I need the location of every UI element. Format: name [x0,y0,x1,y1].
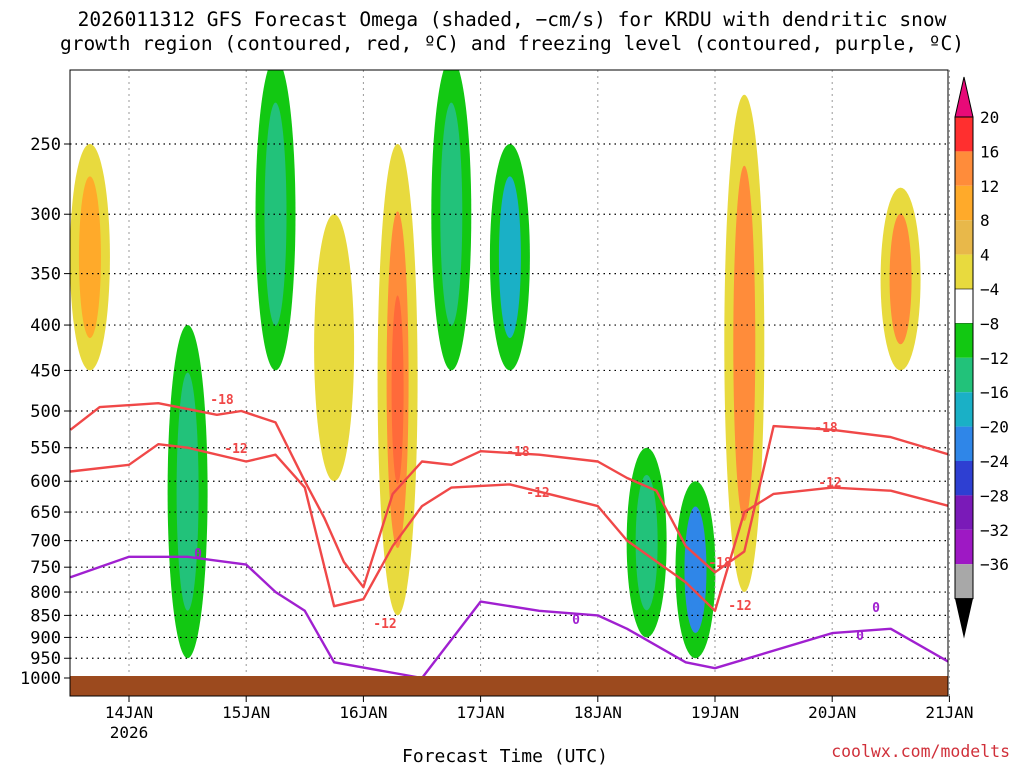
y-tick-label: 300 [30,205,61,225]
y-tick-label: 1000 [20,669,61,689]
colorbar-label: −12 [980,349,1009,368]
colorbar-label: −28 [980,486,1009,505]
site-credit: coolwx.com/modelts [831,742,1010,761]
y-tick-label: 250 [30,135,61,155]
y-tick-label: 900 [30,628,61,648]
colorbar-swatch [954,288,974,324]
y-tick-label: 700 [30,532,61,552]
colorbar-swatch [955,392,973,427]
colorbar-swatch [955,495,973,530]
colorbar-label: −8 [980,314,999,333]
contour-label: 0 [194,547,202,562]
colorbar-label: −32 [980,521,1009,540]
colorbar-label: −24 [980,452,1009,471]
y-tick-label: 650 [30,503,61,523]
y-tick-label: 850 [30,606,61,626]
y-tick-label: 550 [30,439,61,459]
colorbar-label: 16 [980,142,999,161]
omega-region-core [78,176,101,339]
x-axis-title: Forecast Time (UTC) [402,746,608,767]
colorbar-top-arrow [954,76,974,118]
colorbar-swatch [955,185,973,221]
y-tick-label: 400 [30,316,61,336]
x-tick-label: 17JAN [457,703,505,722]
colorbar-swatch [955,151,973,186]
colorbar-swatch [955,357,973,393]
omega-region-core [889,213,912,345]
contour-label: -18 [814,421,838,436]
colorbar-swatch [955,117,973,152]
colorbar-swatch [955,426,973,461]
omega-region-core [498,176,521,339]
x-tick-label: 20JAN [808,703,856,722]
x-tick-label: 19JAN [691,703,739,722]
y-tick-label: 950 [30,649,61,669]
contour-label: -12 [818,476,841,491]
colorbar: 20 16 12 8 4 −4 −8 −12 −16 −20 −24 −28 −32 −36 [954,76,1009,639]
omega-region-peak [391,295,404,484]
omega-region-core [733,165,756,522]
contour-label: -12 [224,442,247,457]
contour-label: 0 [572,613,580,628]
contour-label: -18 [210,393,234,408]
y-tick-label: 500 [30,402,61,422]
omega-region-core [176,372,199,611]
x-tick-label: 16JAN [339,703,387,722]
colorbar-label: −16 [980,383,1009,402]
y-tick-label: 800 [30,583,61,603]
omega-region-peak [689,544,702,616]
x-tick-label: 18JAN [574,703,622,722]
y-tick-label: 450 [30,361,61,381]
plot-frame [69,69,949,697]
colorbar-swatch [955,461,973,496]
ground-surface [70,676,948,696]
colorbar-swatch [955,323,973,358]
contour-label: -18 [506,445,530,460]
colorbar-label: 20 [980,108,999,127]
omega-region-core [264,102,287,326]
colorbar-label: −36 [980,555,1009,574]
colorbar-label: 12 [980,177,999,196]
contour-label: 0 [856,629,864,644]
colorbar-label: 8 [980,211,990,230]
contour-label: -12 [526,486,549,501]
y-tick-label: 600 [30,472,61,492]
y-tick-label: 350 [30,265,61,285]
colorbar-swatch [955,254,973,289]
contour-0 [70,555,948,680]
contour--18 [70,402,948,589]
contour-label: -18 [708,556,732,571]
x-tick-label: 21JAN [925,703,973,722]
contour--12 [70,443,948,612]
contour-label: -12 [373,617,396,632]
x-tick-label: 14JAN [105,703,153,722]
axes: 2503003504004505005506006507007508008509… [20,135,973,742]
colorbar-swatch [955,564,973,599]
colorbar-label: 4 [980,246,990,265]
omega-region [314,214,355,482]
colorbar-swatch [955,529,973,565]
omega-shading [70,70,921,659]
omega-region-core [635,474,658,611]
colorbar-bottom-arrow [955,598,973,639]
colorbar-swatch [955,220,973,255]
omega-region-core [440,102,463,326]
contour-label: 0 [872,601,880,616]
x-tick-year: 2026 [110,723,149,742]
chart-title-line-2: growth region (contoured, red, ºC) and f… [60,32,964,55]
colorbar-label: −20 [980,418,1009,437]
chart-title-line-1: 2026011312 GFS Forecast Omega (shaded, −… [77,8,947,31]
y-tick-label: 750 [30,558,61,578]
colorbar-label: −4 [980,280,999,299]
contour-label: -12 [728,599,751,614]
x-tick-label: 15JAN [222,703,270,722]
